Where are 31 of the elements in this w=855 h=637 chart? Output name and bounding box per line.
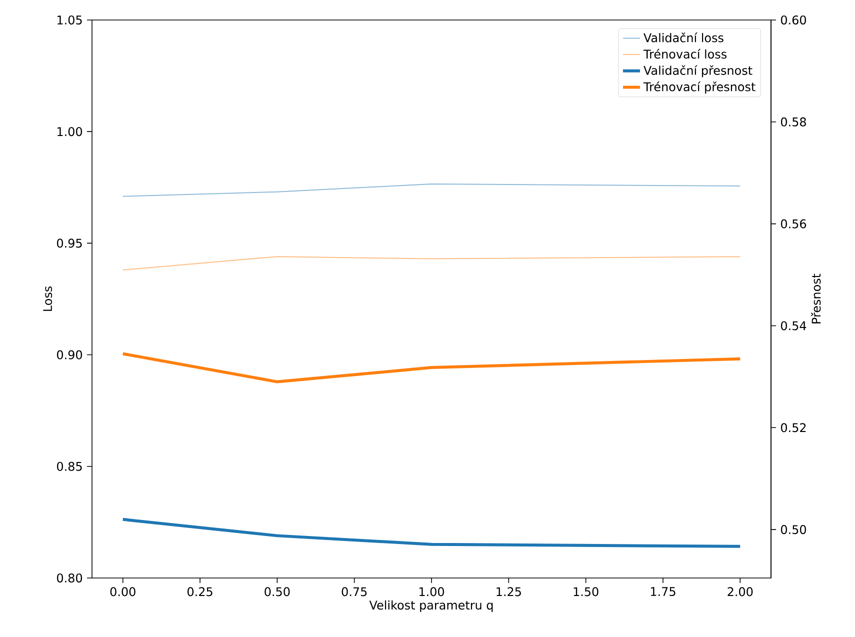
y2-tick-label: 0.58 <box>780 117 806 126</box>
y2-tick-label: 0.56 <box>780 219 806 228</box>
y-tick-label: 0.90 <box>56 350 82 360</box>
legend-label: Validační přesnost <box>644 65 752 78</box>
y-axis-title: Loss <box>43 286 52 311</box>
y-tick-label: 1.05 <box>58 15 82 25</box>
y2-axis-title: Přesnost <box>810 274 821 324</box>
y-tick-label: 0.95 <box>56 238 82 248</box>
x-tick-label: 2.00 <box>728 587 753 596</box>
x-tick-label: 1.25 <box>496 587 521 596</box>
legend-label: Trénovací loss <box>643 48 727 59</box>
x-tick-label: 0.50 <box>264 587 290 596</box>
x-tick-label: 0.00 <box>110 587 136 596</box>
line-series <box>122 184 741 197</box>
y-tick-label: 1.00 <box>58 127 82 136</box>
legend-label: Validační loss <box>644 32 724 42</box>
x-tick-label: 0.75 <box>342 587 367 596</box>
x-tick-label: 0.25 <box>188 587 212 596</box>
x-tick-label: 1.75 <box>650 587 676 596</box>
x-axis-title: Velikost parametru q <box>369 600 493 612</box>
x-tick-label: 1.50 <box>574 587 598 596</box>
x-tick-label: 1.00 <box>420 587 444 596</box>
y2-tick-label: 0.54 <box>780 321 806 330</box>
y-tick-label: 0.80 <box>56 573 82 583</box>
y-tick-label: 0.85 <box>56 462 82 471</box>
y2-tick-label: 0.52 <box>780 423 806 432</box>
legend-label: Trénovací přesnost <box>643 82 756 94</box>
y2-tick-label: 0.60 <box>780 15 806 25</box>
y2-tick-label: 0.50 <box>780 525 806 534</box>
line-series <box>121 518 742 548</box>
line-series <box>121 352 742 384</box>
